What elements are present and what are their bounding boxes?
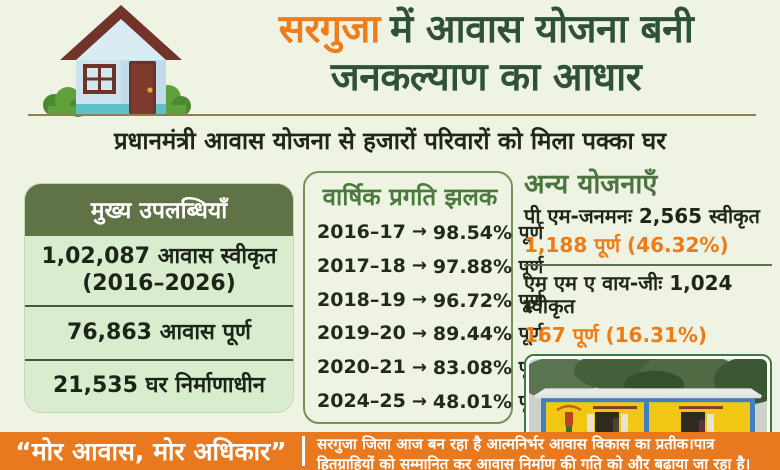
progress-row: 2016–17 → 98.54% पूर्ण xyxy=(317,215,543,249)
progress-row: 2024–25 → 48.01% पूर्ण xyxy=(317,384,543,418)
progress-year: 2018–19 xyxy=(317,288,406,311)
other-schemes-section: अन्य योजनाएँ पी एम-जनमनः 2,565 स्वीकृत 1… xyxy=(524,164,772,468)
progress-year: 2016–17 xyxy=(317,220,406,243)
footer-text-line1: सरगुजा जिला आज बन रहा है आत्मनिर्भर आवास… xyxy=(317,435,715,453)
scheme-mmay-g-stat: 167 पूर्ण (16.31%) xyxy=(524,323,708,347)
achievement-value: 1,02,087 आवास स्वीकृत xyxy=(41,244,277,270)
achievements-header: मुख्य उपलब्धियाँ xyxy=(25,184,293,236)
achievement-period: (2016–2026) xyxy=(82,270,236,296)
progress-row: 2019–20 → 89.44% पूर्ण xyxy=(317,316,543,350)
house-icon xyxy=(28,5,200,117)
progress-value: 89.44% पूर्ण xyxy=(432,323,544,346)
annual-progress-box: वार्षिक प्रगति झलक 2016–17 → 98.54% पूर्… xyxy=(303,171,543,424)
annual-progress-header: वार्षिक प्रगति झलक xyxy=(322,183,498,211)
achievement-row-sanctioned: 1,02,087 आवास स्वीकृत (2016–2026) xyxy=(25,236,293,305)
page-subtitle: प्रधानमंत्री आवास योजना से हजारों परिवार… xyxy=(113,127,667,155)
arrow-right-icon: → xyxy=(411,255,427,277)
progress-row: 2020–21 → 83.08% पूर्ण xyxy=(317,350,543,384)
page-title: सरगुजा में आवास योजना बनी जनकल्याण का आधा… xyxy=(200,6,772,101)
page-title-line2: जनकल्याण का आधार xyxy=(330,54,642,100)
annual-progress-rows: 2016–17 → 98.54% पूर्ण 2017–18 → 97.88% … xyxy=(317,215,543,418)
footer-divider xyxy=(302,436,305,466)
progress-value: 48.01% पूर्ण xyxy=(432,391,544,414)
page-title-line1: सरगुजा में आवास योजना बनी xyxy=(200,6,772,54)
achievements-box: मुख्य उपलब्धियाँ 1,02,087 आवास स्वीकृत (… xyxy=(25,184,293,412)
progress-row: 2017–18 → 97.88% पूर्ण xyxy=(317,249,543,283)
other-schemes-header: अन्य योजनाएँ xyxy=(524,169,658,200)
scheme-pm-janman-name: पी एम-जनमनः 2,565 स्वीकृत xyxy=(524,204,760,228)
title-rest: में आवास योजना बनी xyxy=(389,7,694,52)
footer-text: सरगुजा जिला आज बन रहा है आत्मनिर्भर आवास… xyxy=(305,432,780,470)
arrow-right-icon: → xyxy=(411,289,427,311)
house-illustration xyxy=(26,2,202,120)
achievements-body: 1,02,087 आवास स्वीकृत (2016–2026) 76,863… xyxy=(25,236,293,412)
progress-value: 97.88% पूर्ण xyxy=(432,255,544,278)
window xyxy=(83,64,116,94)
progress-value: 98.54% पूर्ण xyxy=(432,221,544,244)
achievement-value: 21,535 घर निर्माणाधीन xyxy=(52,373,266,399)
progress-year: 2019–20 xyxy=(317,322,406,345)
door xyxy=(129,61,156,114)
achievement-row-completed: 76,863 आवास पूर्ण xyxy=(25,305,293,358)
footer-bar: “मोर आवास, मोर अधिकार” सरगुजा जिला आज बन… xyxy=(0,432,780,470)
header-divider xyxy=(28,114,756,116)
footer-quote: “मोर आवास, मोर अधिकार” xyxy=(15,437,287,466)
progress-year: 2020–21 xyxy=(317,356,406,379)
achievement-value: 76,863 आवास पूर्ण xyxy=(67,319,251,345)
progress-value: 83.08% पूर्ण xyxy=(432,357,544,380)
scheme-divider xyxy=(524,264,772,266)
progress-row: 2018–19 → 96.72% पूर्ण xyxy=(317,283,543,317)
title-highlight: सरगुजा xyxy=(278,7,381,52)
arrow-right-icon: → xyxy=(411,356,427,378)
arrow-right-icon: → xyxy=(411,322,427,344)
scheme-pm-janman-stat: 1,188 पूर्ण (46.32%) xyxy=(524,233,729,257)
footer-text-line2: हितग्राहियों को सम्मानित कर आवास निर्माण… xyxy=(317,454,751,470)
progress-year: 2017–18 xyxy=(317,254,406,277)
progress-year: 2024–25 xyxy=(317,390,406,413)
progress-value: 96.72% पूर्ण xyxy=(432,289,544,312)
scheme-mmay-g-name: एम एम ए वाय-जीः 1,024 स्वीकृत xyxy=(524,271,733,318)
arrow-right-icon: → xyxy=(411,221,427,243)
arrow-right-icon: → xyxy=(411,390,427,412)
achievement-row-under-construction: 21,535 घर निर्माणाधीन xyxy=(25,358,293,412)
